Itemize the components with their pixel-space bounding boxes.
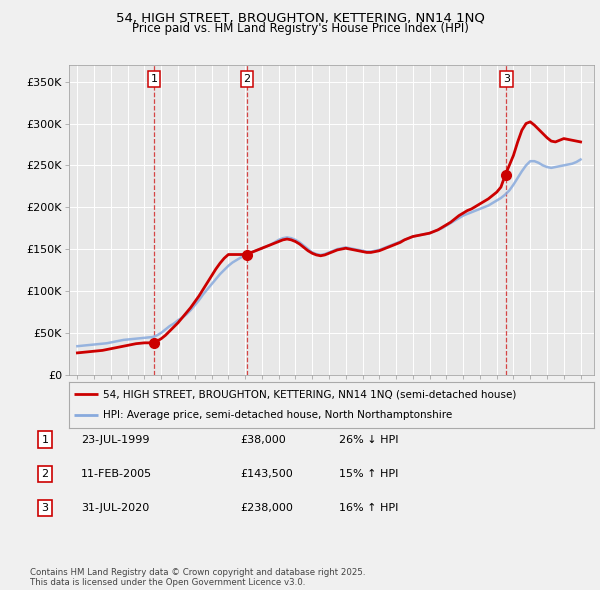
Text: HPI: Average price, semi-detached house, North Northamptonshire: HPI: Average price, semi-detached house,… [103, 410, 452, 420]
Text: 1: 1 [41, 435, 49, 444]
Text: 3: 3 [41, 503, 49, 513]
Text: 26% ↓ HPI: 26% ↓ HPI [339, 435, 398, 444]
Text: 54, HIGH STREET, BROUGHTON, KETTERING, NN14 1NQ: 54, HIGH STREET, BROUGHTON, KETTERING, N… [116, 12, 484, 25]
Text: £38,000: £38,000 [240, 435, 286, 444]
Text: 16% ↑ HPI: 16% ↑ HPI [339, 503, 398, 513]
Text: £143,500: £143,500 [240, 469, 293, 478]
Text: 54, HIGH STREET, BROUGHTON, KETTERING, NN14 1NQ (semi-detached house): 54, HIGH STREET, BROUGHTON, KETTERING, N… [103, 389, 517, 399]
Text: 2: 2 [41, 469, 49, 478]
Text: 2: 2 [244, 74, 251, 84]
Text: Price paid vs. HM Land Registry's House Price Index (HPI): Price paid vs. HM Land Registry's House … [131, 22, 469, 35]
Text: 3: 3 [503, 74, 510, 84]
Text: 31-JUL-2020: 31-JUL-2020 [81, 503, 149, 513]
Text: 1: 1 [151, 74, 157, 84]
Text: Contains HM Land Registry data © Crown copyright and database right 2025.
This d: Contains HM Land Registry data © Crown c… [30, 568, 365, 587]
Text: 11-FEB-2005: 11-FEB-2005 [81, 469, 152, 478]
Text: 23-JUL-1999: 23-JUL-1999 [81, 435, 149, 444]
Text: £238,000: £238,000 [240, 503, 293, 513]
Text: 15% ↑ HPI: 15% ↑ HPI [339, 469, 398, 478]
